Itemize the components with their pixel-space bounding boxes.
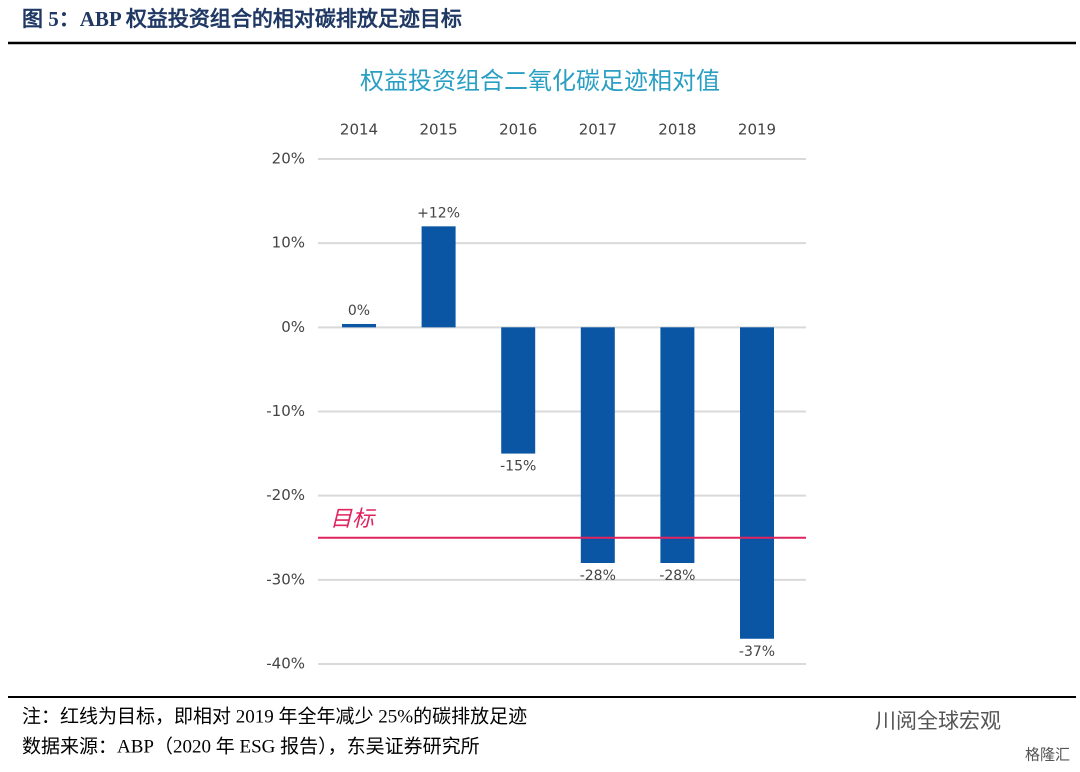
y-tick-label: -30% [266,570,305,588]
watermark-brand: 格隆汇 [1025,746,1070,764]
x-tick-label: 2015 [420,121,458,139]
x-tick-label: 2017 [579,121,617,139]
y-tick-label: 20% [272,150,305,168]
watermark-account: 川阅全球宏观 [875,709,1001,733]
chart-title: 权益投资组合二氧化碳足迹相对值 [360,67,720,95]
y-tick-label: 0% [281,318,305,336]
figure-title: 图 5：ABP 权益投资组合的相对碳排放足迹目标 [22,7,462,31]
bar [501,327,536,454]
value-label: -28% [659,568,695,584]
y-tick-label: 10% [272,234,305,252]
note: 注：红线为目标，即相对 2019 年全年减少 25%的碳排放足迹 [22,705,527,727]
bar [421,226,456,328]
value-label: -28% [580,568,616,584]
value-label: +12% [417,205,460,221]
x-tick-label: 2014 [340,121,378,139]
bar [660,327,695,563]
source: 数据来源：ABP（2020 年 ESG 报告），东吴证券研究所 [22,735,480,757]
bar [740,327,774,639]
bar [580,327,615,563]
y-tick-label: -20% [266,486,305,504]
bar [342,323,376,328]
target-label: 目标 [330,507,377,532]
value-label: -37% [739,644,775,660]
x-tick-label: 2016 [499,121,537,139]
x-tick-label: 2018 [658,121,696,139]
value-label: -15% [500,459,536,475]
y-tick-label: -10% [266,402,305,420]
y-tick-label: -40% [266,655,305,673]
value-label: 0% [348,303,370,319]
x-tick-label: 2019 [738,121,776,139]
